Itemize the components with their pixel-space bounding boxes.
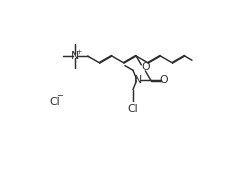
Text: O: O — [160, 75, 168, 85]
Text: Cl: Cl — [49, 97, 60, 107]
Text: +: + — [76, 49, 82, 55]
Text: N: N — [134, 75, 142, 85]
Text: O: O — [141, 62, 150, 72]
Text: Cl: Cl — [128, 104, 138, 114]
Text: −: − — [56, 92, 63, 100]
Text: N: N — [71, 51, 79, 61]
